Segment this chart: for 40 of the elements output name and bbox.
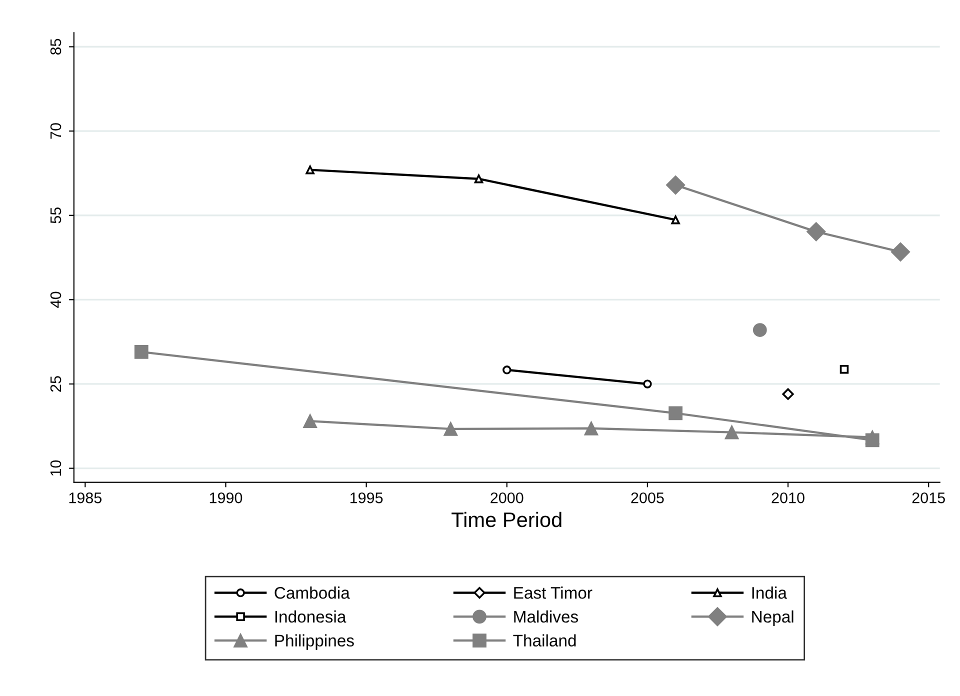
legend-label: Nepal [752,610,794,626]
y-tick-label: 55 [50,208,62,224]
point [474,174,484,184]
point [643,380,652,388]
point [666,175,686,195]
legend-label: Maldives [514,610,578,623]
point [668,406,683,420]
y-tick-label: 40 [50,292,62,308]
point [306,165,314,174]
point [303,414,318,428]
legend-label: Philippines [275,634,354,650]
y-tick-label: 70 [50,123,62,139]
x-tick-label: 2005 [631,492,664,504]
point [865,433,880,448]
x-tick-label: 2015 [912,492,945,504]
point [806,222,826,242]
point [724,425,739,440]
point [671,215,680,224]
point [134,344,148,359]
x-tick-label: 2010 [772,492,804,504]
legend-label: Indonesia [275,610,346,623]
legend-label: India [752,586,787,599]
y-tick-label: 10 [50,460,62,476]
legend-label: Cambodia [274,586,350,599]
point [840,364,849,374]
point [752,323,767,337]
x-tick-label: 1995 [350,492,383,504]
point [444,422,458,436]
legend-label: Thailand [513,634,576,647]
x-tick-label: 1990 [210,492,242,504]
y-tick-label: 85 [50,38,62,55]
x-axis-title: Time Period [452,512,562,528]
legend-label: East Timor [514,586,592,599]
x-tick-label: 2000 [490,492,524,504]
point [890,242,910,262]
point [782,388,794,400]
point [502,366,512,374]
y-tick-label: 25 [50,376,62,392]
x-tick-label: 1985 [69,492,102,504]
point [584,421,598,436]
